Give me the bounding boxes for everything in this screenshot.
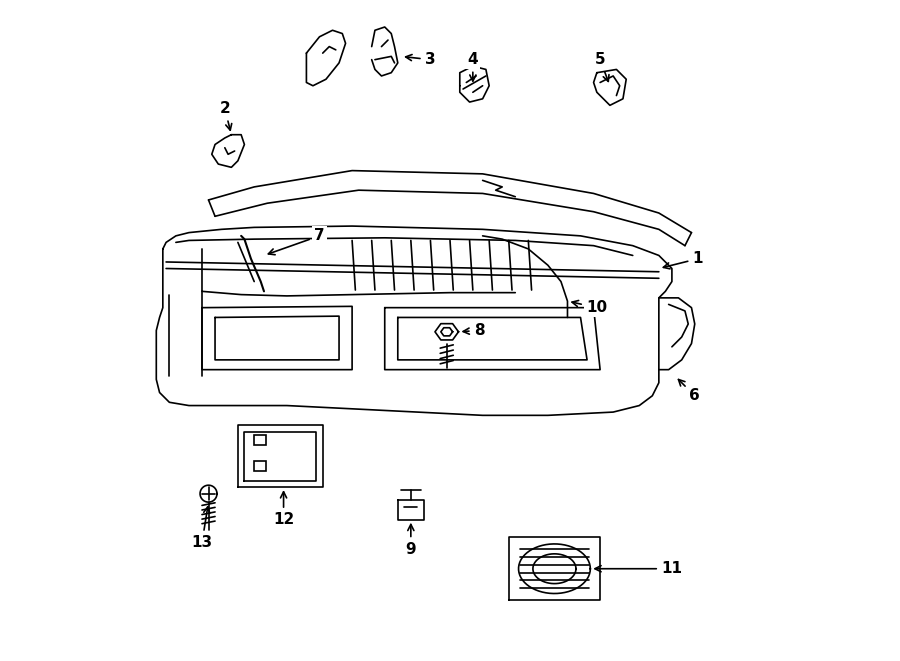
Text: 5: 5 <box>595 52 609 81</box>
Text: 11: 11 <box>595 561 682 576</box>
Text: 9: 9 <box>406 524 416 557</box>
Text: 10: 10 <box>572 300 608 315</box>
Text: 7: 7 <box>268 228 325 254</box>
Text: 13: 13 <box>192 507 212 550</box>
Text: 3: 3 <box>406 52 436 67</box>
Text: 4: 4 <box>467 52 478 81</box>
Text: 12: 12 <box>273 492 294 527</box>
Text: 8: 8 <box>464 323 485 338</box>
Text: 6: 6 <box>679 379 700 403</box>
Text: 2: 2 <box>220 101 231 130</box>
Text: 1: 1 <box>663 251 703 269</box>
